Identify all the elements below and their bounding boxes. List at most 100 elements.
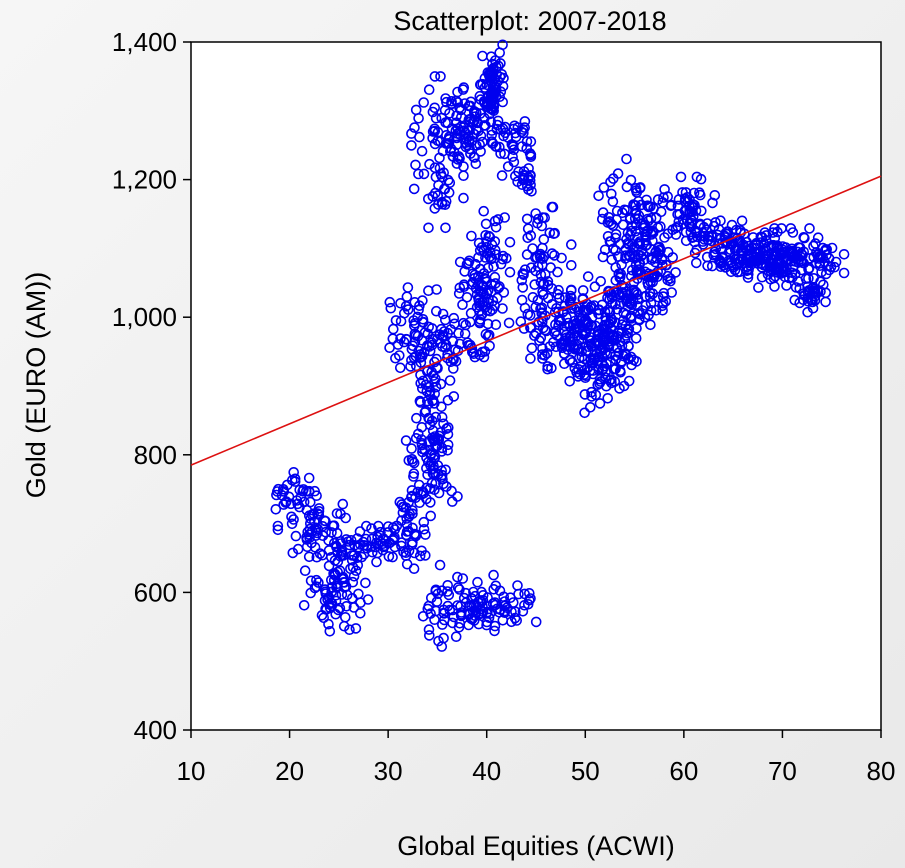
data-point <box>440 196 452 207</box>
data-point <box>529 279 541 290</box>
data-point <box>537 312 549 324</box>
data-point <box>586 386 597 398</box>
data-point <box>579 372 591 384</box>
data-point <box>432 190 444 201</box>
data-point <box>330 608 342 620</box>
data-point <box>409 528 420 540</box>
data-point <box>607 196 619 207</box>
data-point <box>450 631 462 643</box>
data-point <box>417 443 428 455</box>
data-point <box>426 477 438 489</box>
data-point <box>594 373 606 385</box>
data-point <box>524 174 536 186</box>
data-point <box>589 281 601 293</box>
data-point <box>429 187 441 199</box>
data-point <box>439 104 451 116</box>
data-point <box>554 292 565 304</box>
data-point <box>579 389 591 400</box>
data-point <box>526 186 537 197</box>
data-point <box>416 421 428 433</box>
data-point <box>483 230 495 242</box>
data-point <box>544 341 556 352</box>
y-tick-label: 1,200 <box>112 165 177 195</box>
data-point <box>430 112 442 124</box>
data-point <box>484 608 496 619</box>
data-point <box>518 323 530 334</box>
x-tick-label: 70 <box>768 756 797 786</box>
data-point <box>446 496 458 507</box>
data-point <box>303 529 315 540</box>
data-point <box>442 174 454 186</box>
data-point <box>444 375 456 386</box>
data-point <box>510 131 522 143</box>
data-point <box>281 479 293 491</box>
data-point <box>605 176 616 188</box>
data-point <box>670 222 682 234</box>
data-point <box>589 353 601 364</box>
data-point <box>634 308 646 320</box>
chart-title: Scatterplot: 2007-2018 <box>393 6 666 36</box>
data-point <box>311 574 322 586</box>
data-point <box>316 609 328 621</box>
data-points <box>270 39 850 652</box>
data-point <box>646 229 657 240</box>
data-point <box>812 249 823 261</box>
data-point <box>815 286 826 297</box>
data-point <box>451 132 463 144</box>
data-point <box>537 322 549 334</box>
data-point <box>620 309 632 321</box>
data-point <box>630 200 642 211</box>
data-point <box>486 76 498 87</box>
data-point <box>517 605 529 617</box>
data-point <box>360 577 371 589</box>
data-point <box>473 252 484 263</box>
data-point <box>325 574 337 586</box>
data-point <box>677 214 689 225</box>
data-point <box>606 254 618 266</box>
data-point <box>628 354 640 366</box>
data-point <box>530 252 541 263</box>
data-point <box>389 541 401 553</box>
data-point <box>497 96 509 108</box>
data-point <box>553 284 564 296</box>
data-point <box>506 616 517 628</box>
data-point <box>395 333 406 344</box>
data-point <box>405 361 416 372</box>
data-point <box>393 350 405 361</box>
data-point <box>616 319 628 330</box>
data-point <box>713 224 725 235</box>
data-point <box>690 257 702 269</box>
data-point <box>594 398 606 409</box>
data-point <box>422 603 434 615</box>
data-point <box>695 205 707 217</box>
data-point <box>494 91 506 102</box>
data-point <box>585 300 597 312</box>
data-point <box>332 566 344 578</box>
data-point <box>474 108 486 119</box>
data-point <box>446 485 457 497</box>
data-point <box>613 347 624 359</box>
data-point <box>610 229 622 240</box>
data-point <box>490 580 502 592</box>
data-point <box>350 565 362 577</box>
data-point <box>556 252 567 264</box>
data-point <box>455 104 467 116</box>
data-point <box>458 82 470 93</box>
data-point <box>453 288 465 299</box>
data-point <box>691 244 703 256</box>
data-point <box>645 304 657 316</box>
data-point <box>292 543 304 555</box>
data-point <box>468 152 480 163</box>
data-point <box>335 508 346 520</box>
data-point <box>408 563 420 575</box>
data-point <box>648 203 659 214</box>
data-point <box>383 551 395 562</box>
data-point <box>311 551 323 563</box>
data-point <box>650 212 662 224</box>
data-point <box>489 625 500 637</box>
data-point <box>479 296 490 307</box>
data-point <box>420 529 431 540</box>
data-point <box>596 213 608 225</box>
data-point <box>587 365 599 376</box>
data-point <box>598 182 610 193</box>
